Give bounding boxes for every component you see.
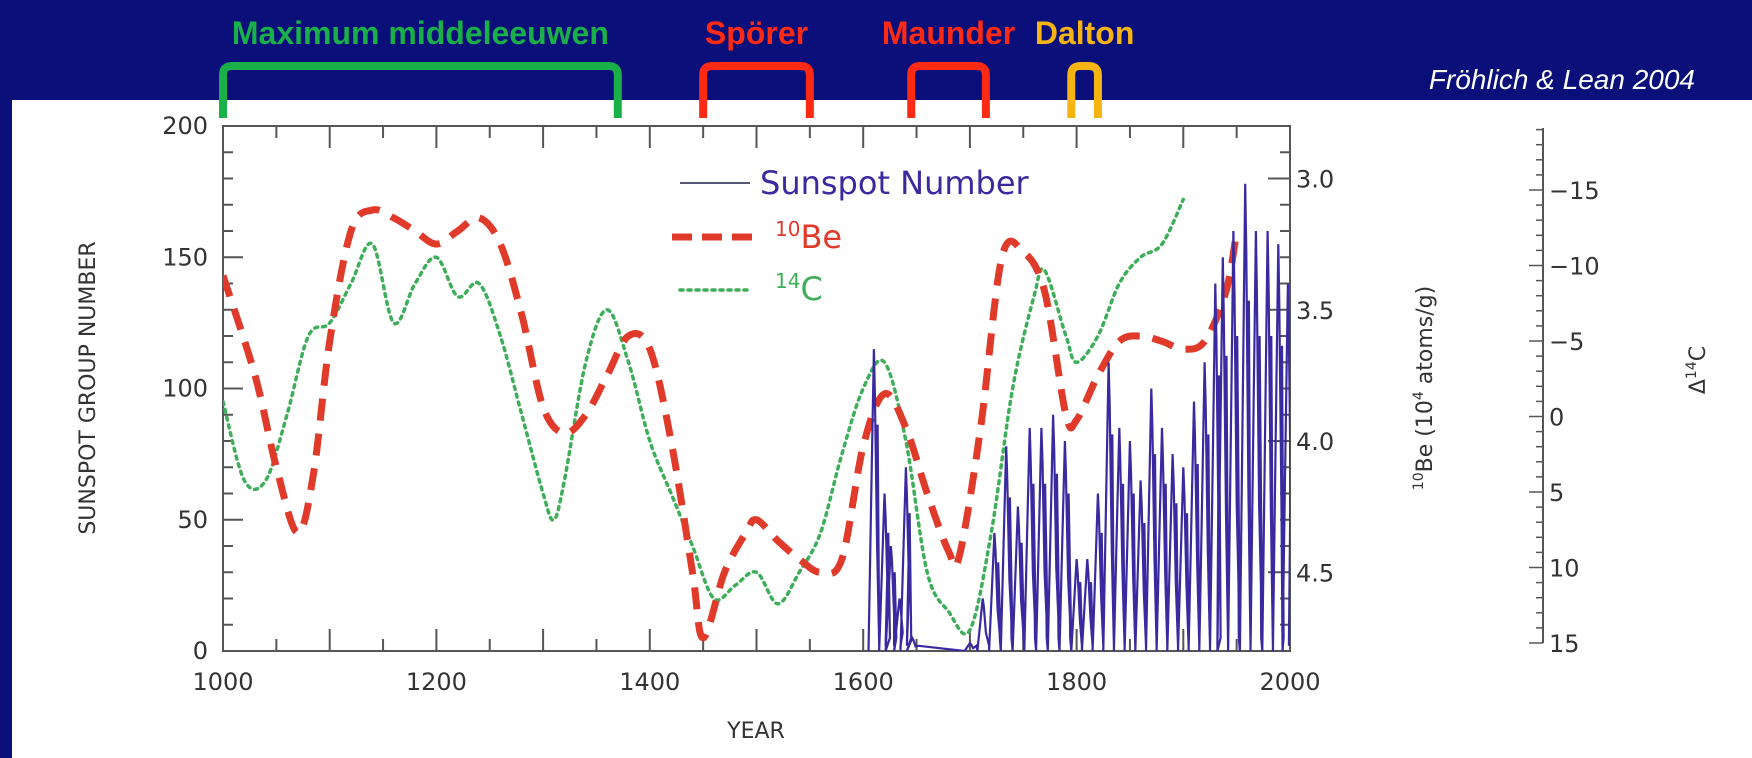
legend: Sunspot Number 10Be 14C — [672, 164, 1030, 308]
period-bracket-0 — [219, 62, 622, 118]
be10-series-line — [223, 206, 1241, 642]
be-tick-label: 3.0 — [1296, 166, 1334, 194]
c14-tick-label: 0 — [1549, 404, 1564, 432]
period-bracket-3 — [1067, 62, 1102, 118]
be-axis-title-sup: 10 — [1411, 472, 1427, 490]
be-tick-label: 4.0 — [1296, 428, 1334, 456]
c14-tick-label: −15 — [1549, 177, 1600, 205]
c14-tick-label: 10 — [1549, 555, 1580, 583]
legend-be-label: 10Be — [775, 217, 842, 256]
x-tick-labels: 1000 1200 1400 1600 1800 2000 — [192, 668, 1320, 696]
legend-be-sup: 10 — [775, 217, 800, 241]
c14-axis-title: Δ14C — [1684, 346, 1711, 394]
legend-c14-sup: 14 — [775, 269, 800, 293]
be-axis-title-main: Be (10 — [1413, 400, 1438, 472]
period-brackets: Maximum middeleeuwen Spörer Maunder Dalton — [219, 15, 1135, 118]
be-tick-label: 4.5 — [1296, 559, 1334, 587]
c14-tick-label: −5 — [1549, 328, 1584, 356]
x-tick-label: 1400 — [619, 668, 680, 696]
x-tick-label: 2000 — [1259, 668, 1320, 696]
legend-c14-main: C — [800, 270, 822, 308]
citation-credit: Fröhlich & Lean 2004 — [1429, 64, 1695, 95]
x-tick-label: 1000 — [192, 668, 253, 696]
period-label-2: Maunder — [882, 15, 1015, 51]
be-axis-tick-labels: 3.0 3.5 4.0 4.5 — [1296, 166, 1334, 588]
c14-tick-label: 15 — [1549, 630, 1580, 658]
legend-sunspot-label: Sunspot Number — [760, 164, 1030, 202]
x-axis-title: YEAR — [726, 719, 785, 744]
y-axis-title: SUNSPOT GROUP NUMBER — [76, 241, 101, 534]
y-tick-label: 50 — [177, 506, 208, 534]
c14-tick-label: 5 — [1549, 479, 1564, 507]
be-tick-label: 3.5 — [1296, 297, 1334, 325]
be-axis-title-rest: atoms/g) — [1413, 286, 1438, 391]
axis-ticks — [222, 125, 1291, 652]
period-label-3: Dalton — [1035, 15, 1135, 51]
period-label-1: Spörer — [705, 15, 808, 51]
legend-c14-label: 14C — [775, 269, 823, 308]
period-bracket-1 — [699, 62, 814, 118]
period-label-0: Maximum middeleeuwen — [232, 15, 609, 51]
y-tick-label: 100 — [162, 375, 208, 403]
x-tick-label: 1800 — [1046, 668, 1107, 696]
y-tick-label: 150 — [162, 243, 208, 271]
c14-axis-title-rest: C — [1686, 346, 1711, 361]
c14-axis: −15 −10 −5 0 5 10 15 — [1529, 128, 1600, 658]
c14-series-line — [223, 197, 1186, 636]
figure-background — [12, 100, 1752, 758]
legend-be-main: Be — [800, 218, 842, 256]
y-tick-label: 200 — [162, 112, 208, 140]
x-tick-label: 1200 — [406, 668, 467, 696]
period-bracket-2 — [907, 62, 990, 118]
y-tick-label: 0 — [193, 637, 208, 665]
c14-axis-title-sup: 14 — [1684, 361, 1700, 379]
be-axis-title: 10Be (104 atoms/g) — [1411, 286, 1438, 490]
y-tick-labels: 0 50 100 150 200 — [162, 112, 208, 665]
be-axis-title-exp: 4 — [1411, 391, 1427, 400]
c14-tick-label: −10 — [1549, 253, 1600, 281]
sunspot-series-line — [867, 183, 1290, 651]
x-tick-label: 1600 — [833, 668, 894, 696]
c14-axis-title-main: Δ — [1686, 379, 1711, 394]
